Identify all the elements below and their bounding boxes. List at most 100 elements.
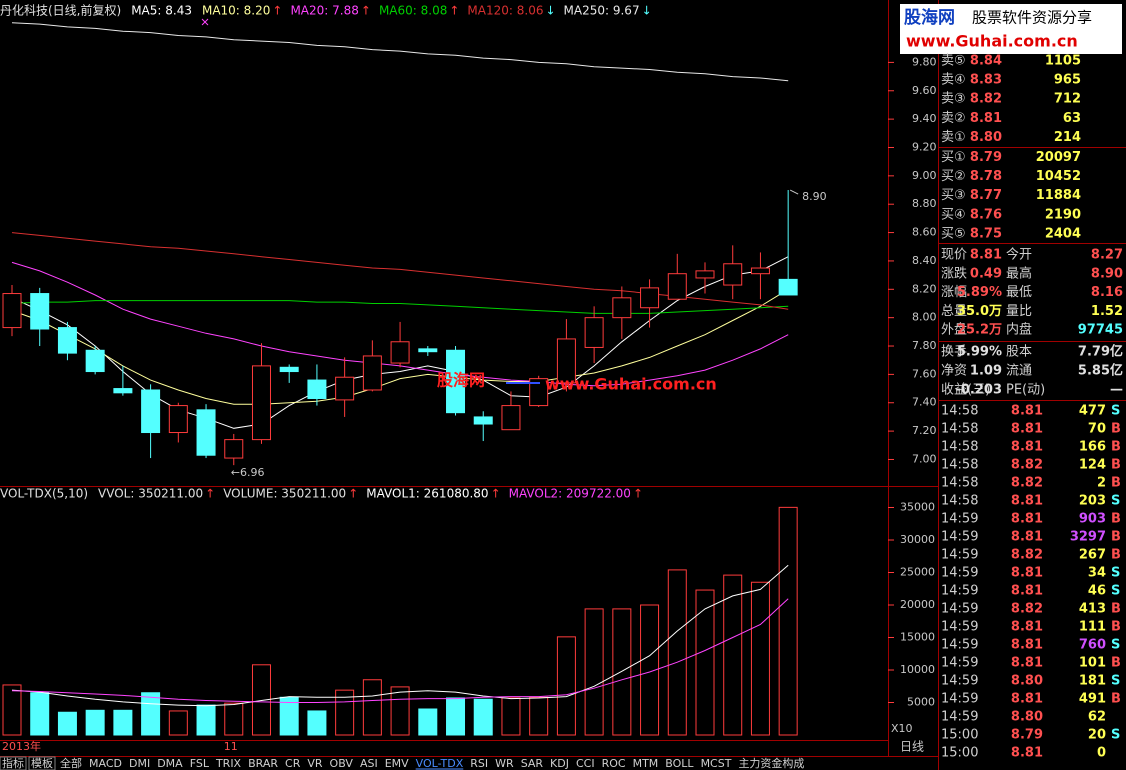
indicator-tab[interactable]: SAR <box>521 757 544 770</box>
ma-line <box>11 300 789 314</box>
candle-body <box>307 379 327 399</box>
indicator-tab[interactable]: 指标 <box>2 756 24 770</box>
legend-entry: MAVOL1: 261080.80 <box>366 487 488 501</box>
chart-title: 丹化科技(日线,前复权) <box>0 3 121 18</box>
candle-body <box>30 293 50 330</box>
stat-label: 净资 <box>941 364 967 379</box>
order-volume: 20097 <box>1036 150 1081 165</box>
candle-body <box>335 376 355 401</box>
volume-bar <box>141 692 161 736</box>
tick-volume: 101 <box>1079 656 1106 671</box>
indicator-tab[interactable]: BOLL <box>665 757 694 770</box>
legend-entry: MA250: 9.67 <box>564 4 640 18</box>
stat-value: 25.2万 <box>957 323 1002 338</box>
tick-side: B <box>1111 656 1121 671</box>
tick-volume: 760 <box>1079 638 1106 653</box>
candle-body <box>695 270 715 279</box>
candle-body <box>640 287 660 309</box>
indicator-tab[interactable]: EMV <box>385 757 409 770</box>
indicator-tab[interactable]: BRAR <box>248 757 278 770</box>
candle-body <box>612 297 632 319</box>
volume-bar <box>473 698 493 736</box>
tick-side: S <box>1111 494 1120 509</box>
volume-bar <box>750 581 770 736</box>
tick-time: 14:58 <box>941 476 978 491</box>
volume-bar <box>778 506 798 736</box>
volume-bar <box>640 604 660 736</box>
logo-background <box>900 4 1122 54</box>
indicator-tab[interactable]: VOL-TDX <box>416 757 464 770</box>
stat-label: 涨幅 <box>941 285 967 300</box>
legend-entry: MA5: 8.43 <box>131 4 192 18</box>
tick-price: 8.81 <box>1011 584 1043 599</box>
volume-bar <box>695 589 715 736</box>
tick-side: B <box>1111 620 1121 635</box>
stat-label: 收益(三) <box>941 383 990 398</box>
stat-value: 5.85亿 <box>1078 363 1123 379</box>
tick-time: 14:59 <box>941 710 978 725</box>
indicator-tab[interactable]: CCI <box>576 757 595 770</box>
indicator-tab[interactable]: 主力资金构成 <box>738 756 804 770</box>
order-price: 8.81 <box>970 111 1002 126</box>
tick-side: B <box>1111 692 1121 707</box>
order-label: 卖⑤ <box>941 54 966 69</box>
tick-time: 14:59 <box>941 512 978 527</box>
legend-arrow: ↓ <box>642 4 652 18</box>
tick-price: 8.81 <box>1011 692 1043 707</box>
stat-label: 流通 <box>1006 364 1032 379</box>
y-tick-label: 10000 <box>900 663 935 676</box>
tick-volume: 903 <box>1079 512 1106 527</box>
indicator-tab[interactable]: MTM <box>633 757 659 770</box>
y-tick-label: 7.20 <box>912 424 937 437</box>
stat-label: 外盘 <box>941 322 967 338</box>
tick-side: B <box>1111 548 1121 563</box>
indicator-tab[interactable]: KDJ <box>550 757 569 770</box>
indicator-tab[interactable]: VR <box>307 757 323 770</box>
annotation: 8.90 <box>802 190 827 203</box>
indicator-tab[interactable]: MACD <box>89 757 122 770</box>
indicator-tab[interactable]: DMI <box>129 757 150 770</box>
indicator-tab[interactable]: RSI <box>470 757 488 770</box>
indicator-tab[interactable]: WR <box>495 757 514 770</box>
indicator-tab[interactable]: ROC <box>602 757 626 770</box>
stat-label: 涨跌 <box>941 265 967 281</box>
indicator-tab[interactable]: 全部 <box>60 756 82 770</box>
ma-line <box>11 288 789 405</box>
indicator-tab[interactable]: ASI <box>360 757 378 770</box>
ma-line <box>11 22 789 82</box>
period-label: 日线 <box>900 740 924 754</box>
y-tick-label: 8.60 <box>912 226 937 239</box>
tick-volume: 46 <box>1088 584 1106 599</box>
order-volume: 11884 <box>1036 188 1081 203</box>
logo-slogan: 股票软件资源分享 <box>972 9 1092 27</box>
indicator-tab[interactable]: TRIX <box>215 757 242 770</box>
legend-arrow: ↑ <box>272 4 282 18</box>
tick-volume: 124 <box>1079 458 1106 473</box>
price-panel: 7.00 7.20 7.40 7.60 7.80 8.00 8.20 8.40 8.60 8.80… <box>0 3 937 480</box>
indicator-tab[interactable]: OBV <box>330 757 354 770</box>
stat-label: 最低 <box>1006 285 1032 300</box>
tick-price: 8.80 <box>1011 710 1043 725</box>
candle-body <box>446 349 466 414</box>
mavol-line <box>11 564 789 707</box>
indicator-tab[interactable]: CR <box>285 757 301 770</box>
candle-body <box>501 405 521 431</box>
unit-label: X10 <box>891 722 913 735</box>
indicator-tab[interactable]: DMA <box>157 757 183 770</box>
y-tick-label: 35000 <box>900 501 935 514</box>
tick-volume: 20 <box>1088 728 1106 743</box>
candle-body <box>251 365 271 441</box>
y-tick-label: 9.40 <box>912 112 937 125</box>
indicator-tab[interactable]: MCST <box>701 757 732 770</box>
indicator-tab[interactable]: FSL <box>190 757 210 770</box>
indicator-tab[interactable]: 模板 <box>31 756 53 770</box>
tick-price: 8.82 <box>1011 548 1043 563</box>
tick-time: 15:00 <box>941 746 978 761</box>
stat-value: 8.16 <box>1091 285 1123 300</box>
tick-volume: 491 <box>1079 692 1106 707</box>
stat-value: 8.81 <box>970 248 1002 263</box>
tick-side: B <box>1111 476 1121 491</box>
stat-label: PE(动) <box>1006 383 1045 398</box>
volume-bar <box>529 696 549 736</box>
